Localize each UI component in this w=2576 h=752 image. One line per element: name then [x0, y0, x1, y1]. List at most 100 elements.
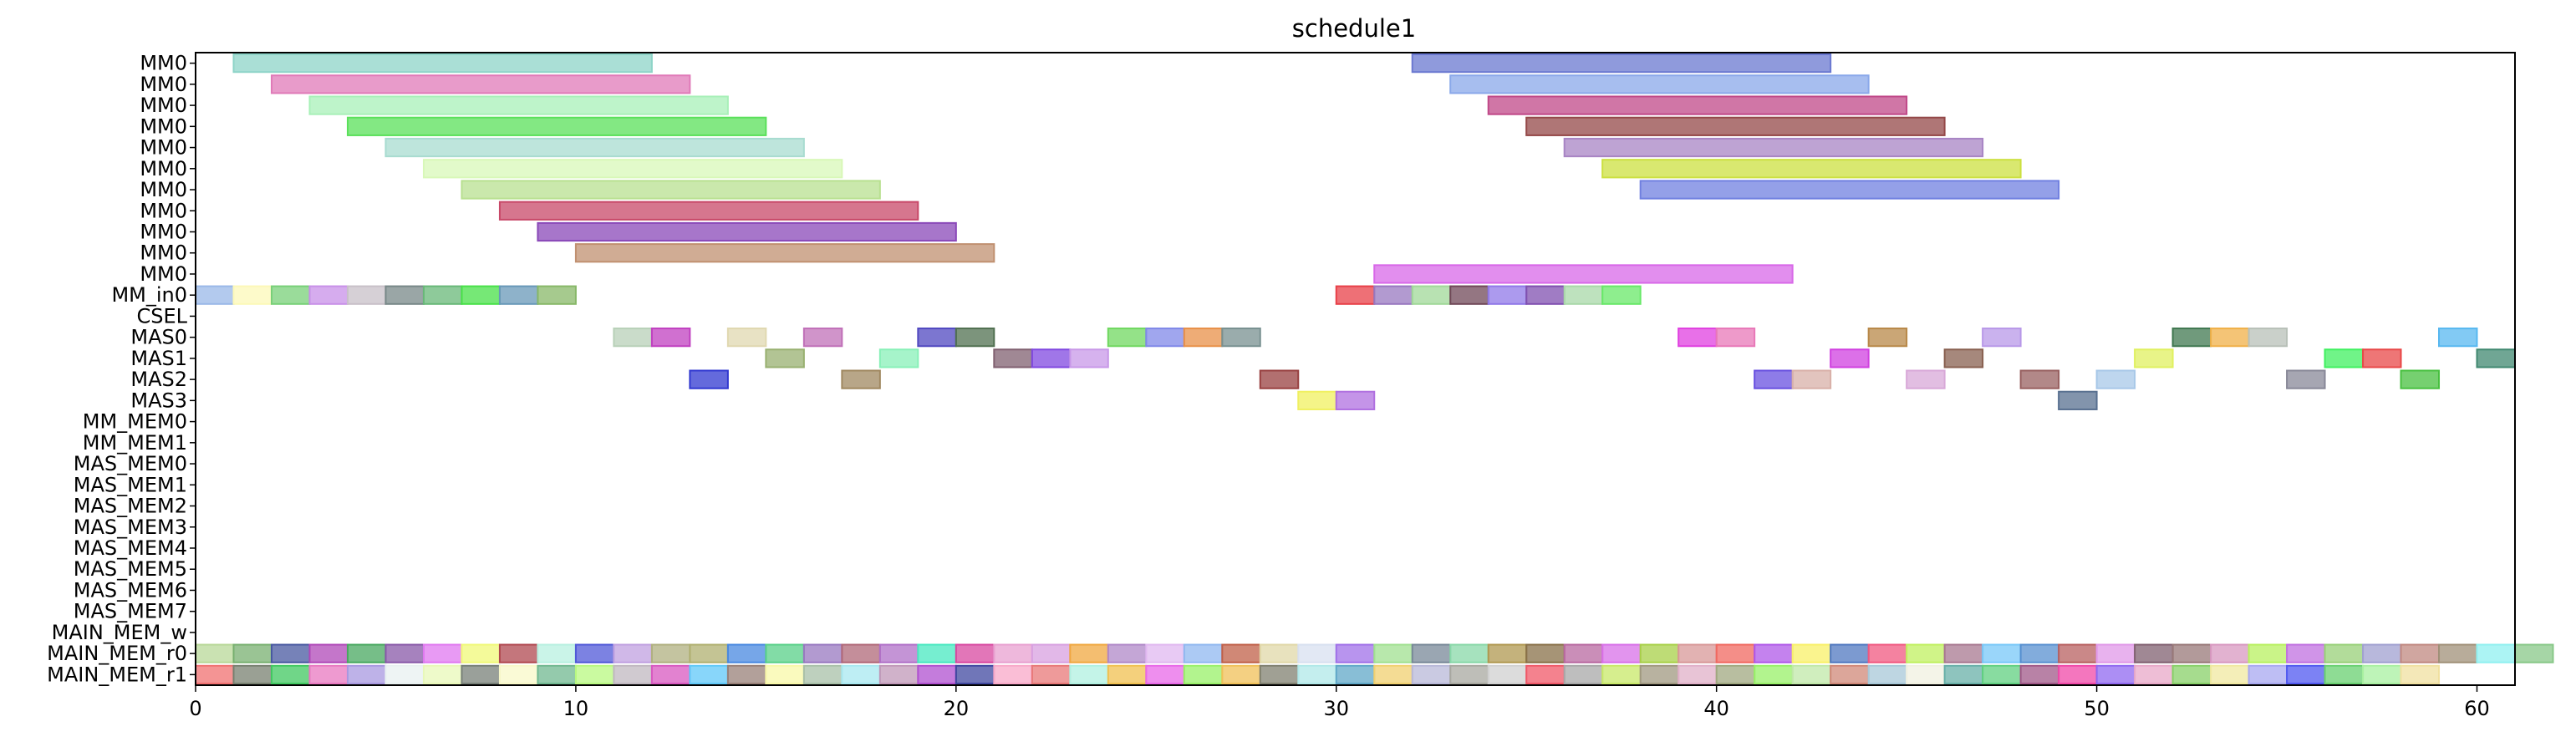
bar-mas1-22	[1031, 348, 1072, 368]
bar-main-mem-r1-52	[2171, 664, 2212, 684]
bar-main-mem-r0-26	[1183, 643, 1224, 663]
bar-main-mem-r1-2	[270, 664, 311, 684]
bar-main-mem-r1-12	[650, 664, 691, 684]
plot-frame	[195, 52, 2516, 686]
bar-main-mem-r0-36	[1563, 643, 1604, 663]
bar-mm0-7	[461, 180, 881, 200]
bar-main-mem-r1-51	[2134, 664, 2174, 684]
y-tick-label: MM0	[140, 199, 187, 222]
bar-mas0-12	[650, 328, 691, 348]
bar-mm0-34	[1487, 95, 1908, 115]
y-tick-label: MM0	[140, 136, 187, 160]
y-tick-label: MAIN_MEM_w	[52, 621, 187, 644]
bar-mm-in0-3	[308, 285, 349, 305]
bar-main-mem-r0-24	[1107, 643, 1148, 663]
bar-main-mem-r0-31	[1373, 643, 1413, 663]
bar-mm0-8	[498, 201, 919, 221]
bar-main-mem-r1-44	[1867, 664, 1908, 684]
bar-mm-in0-31	[1373, 285, 1413, 305]
bar-mas0-20	[955, 328, 995, 348]
bar-main-mem-r0-42	[1791, 643, 1832, 663]
y-tick-label: MAS1	[130, 347, 187, 370]
bar-mm-in0-6	[422, 285, 463, 305]
bar-mm0-5	[384, 137, 805, 158]
bar-mas1-56	[2324, 348, 2365, 368]
bar-mm0-32	[1411, 53, 1832, 74]
chart-title: schedule1	[1292, 14, 1416, 43]
bar-main-mem-r1-5	[384, 664, 425, 684]
bar-mm0-3	[308, 95, 729, 115]
bar-main-mem-r0-30	[1335, 643, 1376, 663]
x-tick-label: 40	[1703, 697, 1729, 720]
bar-mas1-23	[1069, 348, 1109, 368]
y-tick-label: MM_MEM0	[83, 410, 187, 434]
bar-mas0-44	[1867, 328, 1908, 348]
bar-main-mem-r1-57	[2362, 664, 2402, 684]
y-tick-label: MAS_MEM5	[74, 557, 187, 581]
bar-main-mem-r0-37	[1601, 643, 1642, 663]
bar-main-mem-r0-20	[955, 643, 995, 663]
plot-area	[195, 53, 2554, 684]
y-tick-label: CSEL	[136, 304, 187, 328]
bar-main-mem-r1-49	[2058, 664, 2098, 684]
y-tick-label: MAS0	[130, 326, 187, 349]
bar-mm0-36	[1563, 137, 1984, 158]
bar-main-mem-r1-33	[1449, 664, 1489, 684]
bar-main-mem-r0-39	[1677, 643, 1718, 663]
bar-main-mem-r1-36	[1563, 664, 1604, 684]
bar-main-mem-r0-1	[232, 643, 272, 663]
bar-main-mem-r0-8	[498, 643, 539, 663]
x-tick-label: 60	[2464, 697, 2490, 720]
bar-mas2-48	[2019, 369, 2060, 389]
bar-main-mem-r1-30	[1335, 664, 1376, 684]
bar-mm-in0-32	[1411, 285, 1452, 305]
bar-main-mem-r1-50	[2095, 664, 2136, 684]
bar-mm-in0-4	[346, 285, 387, 305]
y-tick-label: MM0	[140, 178, 187, 201]
bar-mas0-27	[1221, 328, 1261, 348]
bar-main-mem-r1-29	[1297, 664, 1337, 684]
bar-mas0-40	[1715, 328, 1756, 348]
bar-main-mem-r0-56	[2324, 643, 2365, 663]
bar-mm-in0-0	[195, 285, 235, 305]
bar-mas3-30	[1335, 390, 1376, 410]
bar-mm-in0-9	[537, 285, 577, 305]
bar-main-mem-r1-14	[726, 664, 767, 684]
bar-mas0-19	[917, 328, 957, 348]
bar-mm-in0-37	[1601, 285, 1642, 305]
bar-main-mem-r0-52	[2171, 643, 2212, 663]
bar-main-mem-r0-5	[384, 643, 425, 663]
bar-main-mem-r1-8	[498, 664, 539, 684]
bar-main-mem-r0-50	[2095, 643, 2136, 663]
bar-main-mem-r1-32	[1411, 664, 1452, 684]
bar-main-mem-r1-26	[1183, 664, 1224, 684]
bar-mm-in0-1	[232, 285, 272, 305]
bar-mas0-24	[1107, 328, 1148, 348]
bar-main-mem-r0-10	[574, 643, 615, 663]
y-tick-label: MM0	[140, 94, 187, 117]
bar-main-mem-r1-58	[2400, 664, 2441, 684]
bar-mas3-29	[1297, 390, 1337, 410]
bar-mm-in0-8	[498, 285, 539, 305]
bar-main-mem-r1-55	[2286, 664, 2326, 684]
y-tick-label: MAS_MEM7	[74, 600, 187, 623]
bar-main-mem-r0-16	[802, 643, 843, 663]
bar-main-mem-r1-7	[461, 664, 501, 684]
bar-main-mem-r0-47	[1982, 643, 2022, 663]
x-tick-label: 50	[2084, 697, 2110, 720]
bar-main-mem-r1-41	[1754, 664, 1794, 684]
bar-mas0-16	[802, 328, 843, 348]
x-tick-label: 30	[1323, 697, 1349, 720]
bar-mm0-9	[537, 221, 957, 242]
bar-mm-in0-30	[1335, 285, 1376, 305]
bar-main-mem-r0-14	[726, 643, 767, 663]
bar-mm-in0-35	[1525, 285, 1565, 305]
bar-main-mem-r1-0	[195, 664, 235, 684]
bar-main-mem-r1-16	[802, 664, 843, 684]
bar-main-mem-r1-9	[537, 664, 577, 684]
bar-mm0-4	[346, 116, 767, 136]
bar-main-mem-r0-51	[2134, 643, 2174, 663]
bar-main-mem-r1-4	[346, 664, 387, 684]
y-tick-label: MAS_MEM0	[74, 452, 187, 475]
